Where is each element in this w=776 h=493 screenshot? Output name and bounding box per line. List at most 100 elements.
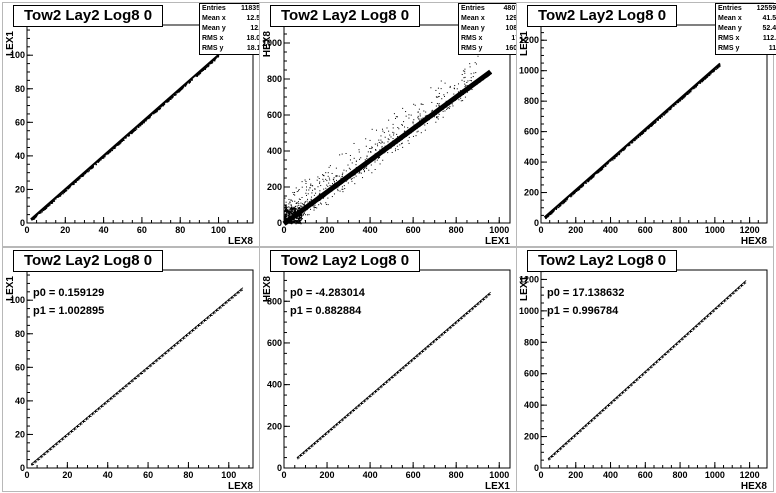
data-point xyxy=(325,172,327,174)
data-point xyxy=(302,214,304,216)
data-point xyxy=(295,202,297,204)
data-point xyxy=(391,142,393,144)
data-point xyxy=(436,116,438,118)
data-point xyxy=(51,201,53,204)
data-point xyxy=(97,161,99,163)
data-point xyxy=(322,174,324,176)
data-point xyxy=(393,134,395,136)
data-point xyxy=(312,189,314,191)
data-point xyxy=(349,172,351,174)
data-point xyxy=(336,175,338,177)
data-point xyxy=(562,202,564,205)
data-point xyxy=(297,210,299,212)
data-point xyxy=(335,175,337,177)
stats-value: 115 xyxy=(768,45,776,52)
data-point xyxy=(549,213,551,216)
data-point xyxy=(204,68,207,70)
data-point xyxy=(299,199,301,201)
data-point xyxy=(397,139,399,141)
data-point xyxy=(470,77,472,79)
data-point xyxy=(424,124,426,126)
data-point xyxy=(199,71,201,74)
x-tick-label: 0 xyxy=(281,225,286,235)
data-point xyxy=(628,144,631,146)
fit-param: p1 = 0.882884 xyxy=(290,305,362,317)
data-point xyxy=(421,118,423,120)
data-point xyxy=(635,138,638,140)
x-tick-label: 600 xyxy=(406,225,421,235)
data-point xyxy=(417,115,419,117)
data-point xyxy=(217,56,219,58)
data-point xyxy=(303,212,305,214)
data-point xyxy=(477,55,479,57)
stats-row: RMS y 18.11 xyxy=(200,44,266,54)
data-point xyxy=(642,132,645,134)
data-point xyxy=(284,197,286,199)
data-point xyxy=(464,72,466,74)
data-point xyxy=(413,103,415,105)
data-point xyxy=(610,159,612,162)
y-tick-label: 1200 xyxy=(519,274,539,284)
data-point xyxy=(435,89,437,91)
data-point xyxy=(79,177,81,179)
y-tick-label: 800 xyxy=(524,337,539,347)
data-series xyxy=(30,287,244,466)
data-point xyxy=(300,212,302,214)
data-point xyxy=(471,80,473,82)
data-point xyxy=(421,103,423,105)
data-point xyxy=(287,222,290,224)
data-point xyxy=(391,151,393,153)
x-tick-label: 800 xyxy=(449,225,464,235)
data-band xyxy=(543,62,721,219)
data-point xyxy=(436,111,438,113)
data-point xyxy=(292,218,295,220)
data-point xyxy=(337,181,339,183)
data-point xyxy=(370,151,372,153)
data-point xyxy=(308,214,310,216)
data-point xyxy=(44,208,46,210)
data-point xyxy=(566,198,568,201)
data-point xyxy=(297,215,299,217)
data-point xyxy=(213,60,216,62)
data-point xyxy=(310,184,312,186)
data-point xyxy=(311,192,313,194)
data-point xyxy=(386,127,388,129)
data-point xyxy=(428,115,430,117)
data-point xyxy=(438,92,440,94)
data-point xyxy=(153,112,155,115)
data-point xyxy=(438,104,440,106)
data-point xyxy=(287,211,289,213)
data-point xyxy=(305,192,307,194)
data-point xyxy=(449,106,451,108)
data-point xyxy=(292,219,294,221)
data-point xyxy=(422,117,424,119)
data-point xyxy=(362,177,364,179)
data-point xyxy=(332,188,334,190)
fit-params: p0 = 0.159129 p1 = 1.002895 xyxy=(33,284,104,320)
data-point xyxy=(284,206,286,209)
data-point xyxy=(314,201,316,203)
data-point xyxy=(293,209,295,211)
data-point xyxy=(410,129,412,131)
data-point xyxy=(649,125,651,127)
data-point xyxy=(407,140,409,142)
data-point xyxy=(294,215,296,217)
data-point xyxy=(302,204,304,206)
data-point xyxy=(675,103,677,106)
y-tick-label: 40 xyxy=(15,151,25,161)
data-point xyxy=(309,187,311,189)
data-point xyxy=(366,167,368,169)
plot-pad: 0 200 400 600 800 1000 0 200 400 600 800 LEX1 HEX8 To… xyxy=(259,247,517,492)
data-point xyxy=(702,79,705,82)
y-tick-label: 60 xyxy=(15,362,25,372)
data-point xyxy=(352,173,354,175)
data-point xyxy=(290,199,292,201)
data-point xyxy=(298,218,300,220)
data-point xyxy=(408,142,410,144)
data-point xyxy=(300,209,302,211)
data-point xyxy=(331,188,333,190)
y-tick-label: 1000 xyxy=(519,306,539,316)
data-point xyxy=(657,118,659,120)
data-point xyxy=(284,210,287,212)
data-point xyxy=(289,201,291,203)
